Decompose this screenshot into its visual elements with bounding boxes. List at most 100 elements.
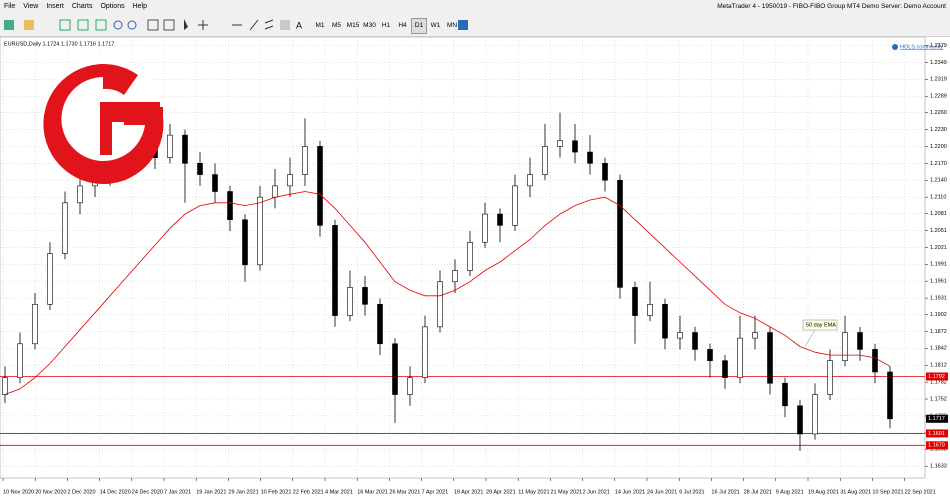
candle-body	[767, 332, 773, 384]
x-tick-label: 31 Aug 2021	[840, 489, 871, 495]
timeframe-button[interactable]: H1	[381, 22, 391, 29]
x-tick-label: 11 May 2021	[518, 489, 549, 495]
candle-body	[347, 287, 353, 316]
candle-body	[332, 225, 338, 316]
y-tick-label: 1.2289	[930, 94, 947, 100]
candle-body	[242, 219, 248, 266]
x-tick-label: 24 Dec 2020	[132, 489, 163, 495]
menu-item[interactable]: View	[23, 3, 39, 10]
y-tick-label: 1.1842	[930, 346, 947, 352]
candle-body	[32, 304, 38, 345]
icon[interactable]	[77, 19, 89, 31]
x-tick-label: 16 Mar 2021	[357, 489, 388, 495]
timeframe-button[interactable]: M5	[331, 22, 342, 29]
y-tick-label: 1.1812	[930, 363, 947, 369]
icon[interactable]	[59, 19, 71, 31]
y-tick-label: 1.2230	[930, 127, 947, 133]
timeframe-button[interactable]: H4	[398, 22, 407, 29]
candle-body	[662, 304, 668, 339]
y-tick-label: 1.2170	[930, 161, 947, 167]
icon[interactable]	[4, 20, 14, 30]
x-tick-label: 19 Aug 2021	[808, 489, 839, 495]
y-tick-label: 1.2319	[930, 77, 947, 83]
y-tick-label: 1.2140	[930, 178, 947, 184]
price-level-tag	[926, 441, 948, 450]
candle-body	[812, 394, 818, 435]
price-level-label: 1.1670	[928, 443, 945, 449]
icon[interactable]	[184, 19, 188, 30]
y-tick-label: 1.2021	[930, 245, 947, 251]
menu-item[interactable]: Options	[100, 3, 125, 10]
y-tick-label: 1.1752	[930, 397, 947, 403]
link[interactable]: HOLS.community	[892, 44, 943, 50]
menu-item[interactable]: File	[4, 3, 16, 10]
menu-bar: MetaTrader 4 - 1950019 - FIBO-FIBO Group…	[0, 0, 950, 15]
timeframe-button[interactable]: MN	[446, 22, 458, 29]
x-tick-label: 2 Dec 2020	[67, 489, 95, 495]
annotation-box	[802, 319, 838, 331]
candle-body	[407, 377, 413, 395]
x-tick-label: 19 Apr 2021	[454, 489, 484, 495]
menu-item[interactable]: Insert	[46, 3, 64, 10]
icon[interactable]	[147, 19, 159, 31]
x-tick-label: 24 Jun 2021	[647, 489, 677, 495]
current-price: 1.1717	[928, 416, 945, 422]
candle-body	[587, 151, 593, 164]
x-tick-label: 10 Nov 2020	[3, 489, 34, 495]
y-tick-label: 1.2081	[930, 211, 947, 217]
y-tick-label: 1.1931	[930, 296, 947, 302]
price-level-tag	[926, 429, 948, 438]
timeframe-button[interactable]: M1	[315, 22, 325, 29]
current-price-tag	[926, 414, 948, 423]
icon[interactable]	[280, 20, 290, 30]
candle-body	[737, 337, 743, 378]
candle-body	[182, 134, 188, 164]
y-tick-label: 1.1633	[930, 464, 947, 470]
timeframe-button[interactable]: M30	[363, 22, 376, 29]
icon[interactable]	[198, 20, 208, 30]
annotation-pointer	[804, 329, 816, 347]
timeframe-button[interactable]: W1	[430, 22, 441, 29]
x-tick-label: 7 Jan 2021	[164, 489, 191, 495]
y-tick-label: 1.2379	[930, 43, 947, 49]
y-tick-label: 1.2110	[930, 195, 946, 201]
candle-body	[872, 349, 878, 373]
timeframe-button[interactable]: M15	[346, 22, 360, 29]
icon[interactable]	[456, 18, 470, 32]
icon[interactable]	[249, 19, 259, 31]
x-tick-label: 6 Jul 2021	[679, 489, 704, 495]
candle-body	[542, 146, 548, 175]
x-tick-label: 10 Feb 2021	[261, 489, 292, 495]
x-tick-label: 19 Jan 2021	[196, 489, 226, 495]
candle-body	[317, 146, 323, 226]
icon[interactable]: A	[296, 20, 302, 30]
icon[interactable]	[24, 20, 34, 30]
timeframe-button[interactable]: D1	[411, 18, 427, 34]
y-tick-label: 1.1991	[930, 262, 947, 268]
candle-body	[2, 377, 8, 395]
icon[interactable]	[163, 19, 175, 31]
link-icon[interactable]	[892, 44, 898, 50]
candle-body	[497, 213, 503, 226]
y-tick-label: 1.1961	[930, 279, 947, 285]
candle-body	[227, 191, 233, 221]
logo-mark	[100, 102, 160, 155]
window-title: MetaTrader 4 - 1950019 - FIBO-FIBO Group…	[717, 3, 946, 10]
annotation: 50 day EMA	[806, 322, 836, 328]
y-tick-label: 1.1663	[930, 447, 947, 453]
candle-body	[452, 270, 458, 283]
link-text[interactable]: HOLS.community	[900, 44, 943, 50]
candle-body	[437, 281, 443, 328]
x-tick-label: 26 Mar 2021	[389, 489, 420, 495]
x-tick-label: 4 Mar 2021	[325, 489, 353, 495]
icon[interactable]	[127, 20, 137, 30]
icon[interactable]	[264, 19, 274, 30]
menu-item[interactable]: Help	[132, 3, 147, 10]
icon[interactable]	[95, 19, 107, 31]
icon[interactable]	[113, 20, 123, 30]
candle-body	[647, 304, 653, 316]
candle-body	[887, 371, 893, 420]
menu-item[interactable]: Charts	[71, 3, 93, 10]
x-tick-label: 2 Jun 2021	[583, 489, 610, 495]
candle-body	[512, 185, 518, 226]
